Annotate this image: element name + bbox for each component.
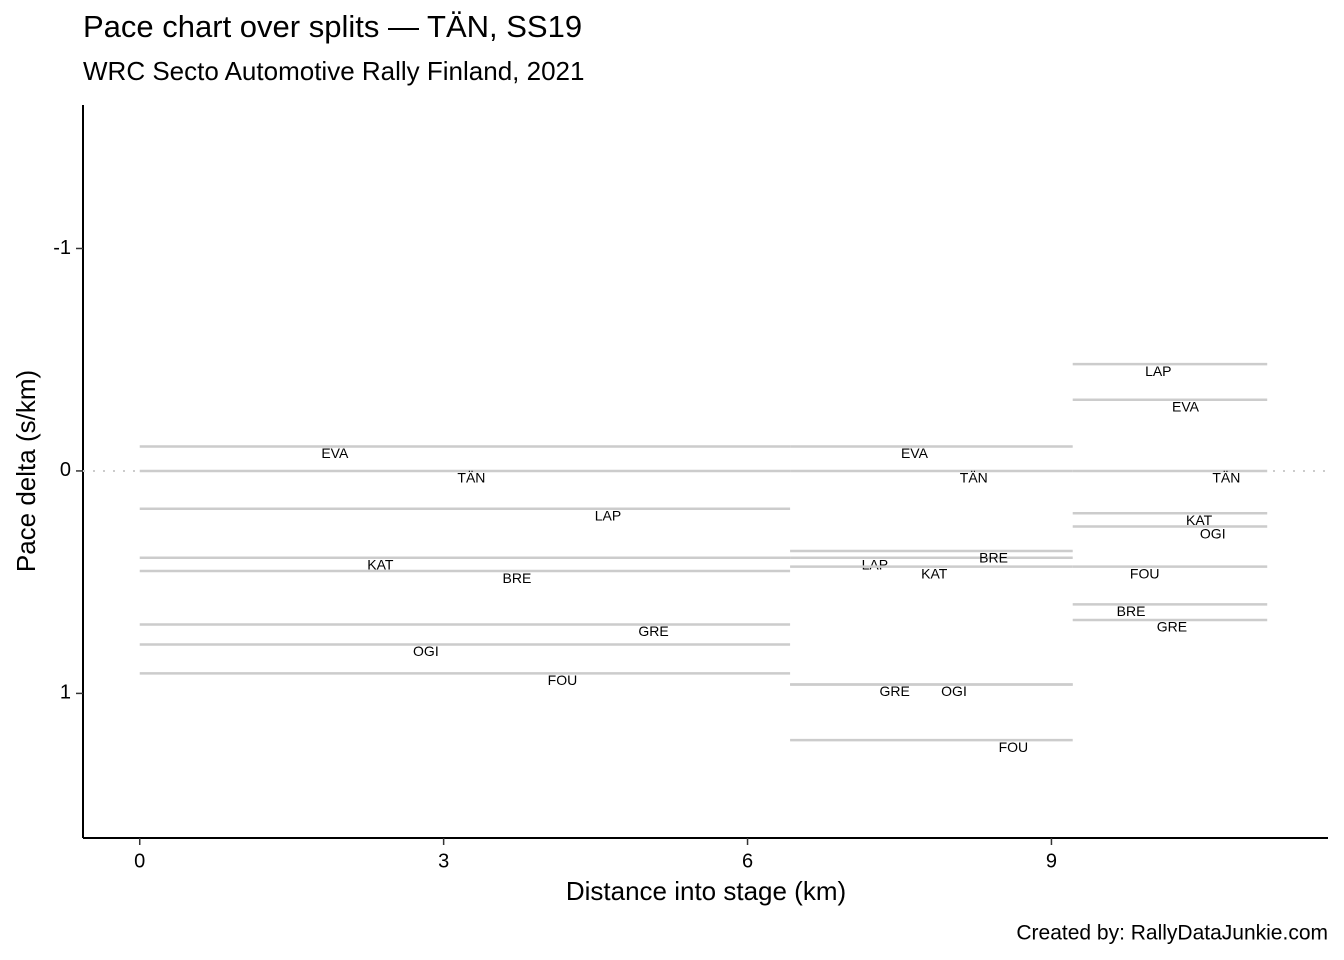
driver-label: KAT: [1186, 512, 1213, 528]
driver-label: GRE: [879, 683, 909, 699]
driver-label: BRE: [1117, 603, 1146, 619]
driver-label: EVA: [1172, 398, 1200, 414]
driver-label: EVA: [321, 445, 349, 461]
y-tick-label: 1: [60, 682, 71, 704]
driver-label: LAP: [862, 556, 888, 572]
driver-label: TÄN: [1212, 470, 1240, 486]
driver-label: OGI: [941, 683, 967, 699]
driver-label: FOU: [1130, 565, 1160, 581]
x-tick-label: 9: [1046, 850, 1057, 872]
driver-label: BRE: [503, 570, 532, 586]
chart-subtitle: WRC Secto Automotive Rally Finland, 2021: [83, 56, 584, 86]
driver-label: LAP: [1145, 363, 1171, 379]
x-tick-label: 0: [134, 850, 145, 872]
driver-label: OGI: [413, 643, 439, 659]
y-tick-label: -1: [53, 237, 71, 259]
driver-label: EVA: [901, 445, 929, 461]
driver-label: GRE: [1157, 619, 1187, 635]
driver-label: LAP: [595, 507, 621, 523]
y-tick-label: 0: [60, 459, 71, 481]
driver-label: TÄN: [457, 470, 485, 486]
driver-label: KAT: [367, 556, 394, 572]
driver-label: BRE: [979, 550, 1008, 566]
driver-label: FOU: [548, 672, 578, 688]
driver-label: GRE: [638, 623, 668, 639]
driver-label: TÄN: [960, 470, 988, 486]
driver-label: FOU: [999, 739, 1029, 755]
chart-title: Pace chart over splits — TÄN, SS19: [83, 9, 582, 44]
caption: Created by: RallyDataJunkie.com: [1016, 922, 1328, 945]
x-tick-label: 3: [438, 850, 449, 872]
y-axis-label: Pace delta (s/km): [11, 370, 41, 572]
driver-label: OGI: [1200, 525, 1226, 541]
driver-label: KAT: [921, 565, 948, 581]
x-axis-label: Distance into stage (km): [566, 876, 846, 906]
x-tick-label: 6: [742, 850, 753, 872]
